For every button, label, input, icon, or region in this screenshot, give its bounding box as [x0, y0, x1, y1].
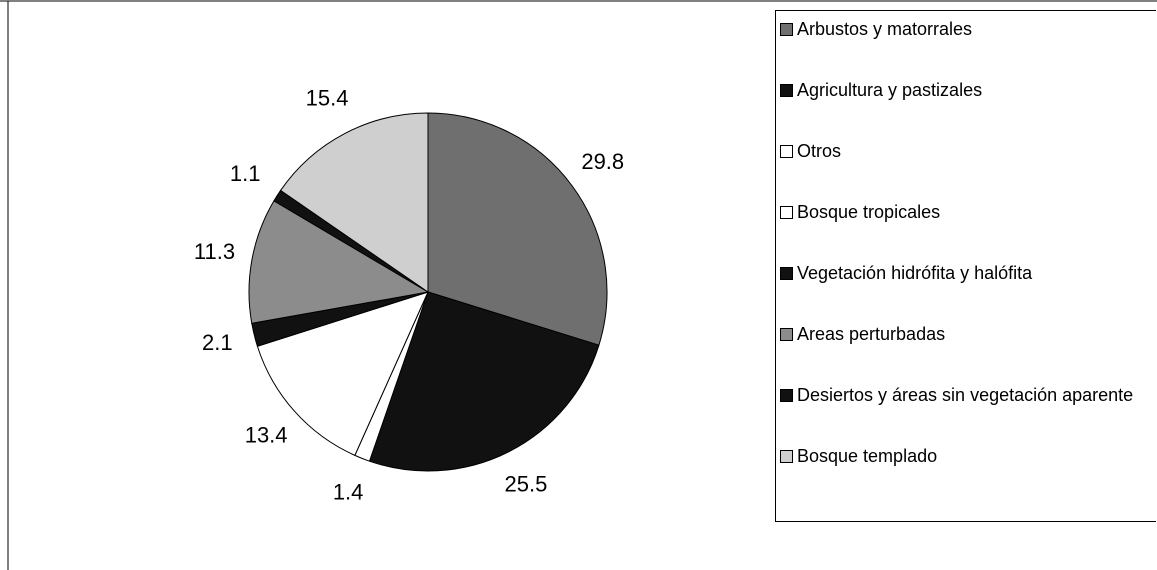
legend-swatch [780, 267, 793, 280]
data-label: 1.1 [230, 161, 261, 186]
data-label: 2.1 [202, 330, 233, 355]
legend-label: Vegetación hidrófita y halófita [797, 263, 1033, 283]
data-label: 29.8 [581, 149, 624, 174]
legend-swatch [780, 206, 793, 219]
legend-label: Otros [797, 141, 842, 161]
legend-swatch [780, 450, 793, 463]
legend-item: Desiertos y áreas sin vegetación aparent… [780, 385, 1157, 406]
data-label: 25.5 [504, 471, 547, 496]
legend-swatch [780, 23, 793, 36]
data-label: 11.3 [194, 239, 235, 264]
legend-label: Areas perturbadas [797, 324, 946, 344]
legend-label: Bosque templado [797, 446, 938, 466]
legend-item: Areas perturbadas [780, 324, 1157, 345]
legend-label: Arbustos y matorrales [797, 19, 973, 39]
legend-label: Desiertos y áreas sin vegetación aparent… [797, 385, 1134, 405]
legend-swatch [780, 84, 793, 97]
legend-item: Vegetación hidrófita y halófita [780, 263, 1157, 284]
pie-slice [368, 291, 600, 472]
legend-item: Bosque tropicales [780, 202, 1157, 223]
legend-label: Bosque tropicales [797, 202, 941, 222]
legend-item: Agricultura y pastizales [780, 80, 1157, 101]
pie-slice [427, 112, 608, 346]
pie-slice [248, 200, 430, 324]
pie-slice [279, 112, 429, 293]
legend: Arbustos y matorrales Agricultura y pasti… [775, 10, 1156, 522]
legend-swatch [780, 328, 793, 341]
data-label: 13.4 [245, 422, 288, 447]
data-label: 1.4 [333, 480, 364, 505]
legend-swatch [780, 145, 793, 158]
legend-item: Arbustos y matorrales [780, 19, 1157, 40]
legend-item: Bosque templado [780, 446, 1157, 467]
legend-item: Otros [780, 141, 1157, 162]
data-label: 15.4 [306, 86, 349, 111]
legend-label: Agricultura y pastizales [797, 80, 983, 100]
legend-swatch [780, 389, 793, 402]
